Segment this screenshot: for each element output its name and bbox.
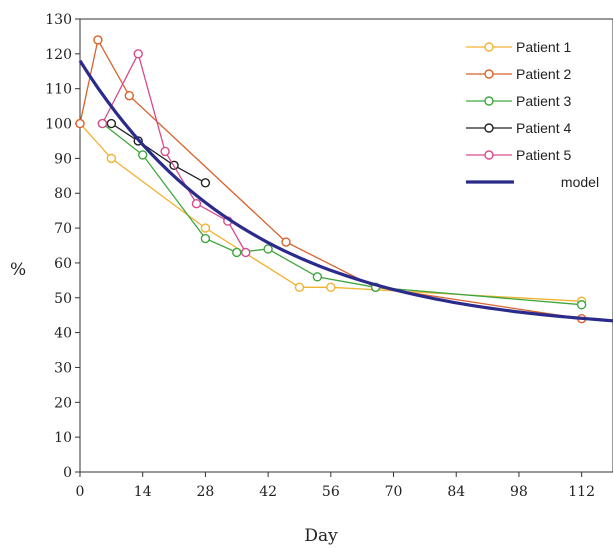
y-tick-label: 10 <box>54 430 72 446</box>
patient-3-point <box>576 300 587 310</box>
legend-item-patient-4: Patient 4 <box>466 120 571 136</box>
y-tick-label: 40 <box>54 326 72 342</box>
x-tick-label: 56 <box>322 484 340 500</box>
patient-3-point <box>232 247 242 258</box>
legend-marker <box>484 69 494 79</box>
legend-item-patient-5: Patient 5 <box>466 147 571 163</box>
legend-item-patient-2: Patient 2 <box>466 66 571 82</box>
patient-3-point <box>312 272 323 282</box>
patient-3-line <box>102 122 582 306</box>
series-layer <box>75 35 613 324</box>
patient-4-point <box>200 178 211 188</box>
patient-5-point <box>241 247 251 258</box>
axes: 0 10 20 30 40 50 60 70 80 90 100 110 120 130 0 14 28 42 56… <box>45 12 595 500</box>
patient-1-point <box>200 223 211 233</box>
plot-frame <box>79 18 613 473</box>
x-tick-label: 42 <box>259 484 277 500</box>
patient-5-point <box>133 49 143 59</box>
legend-label: Patient 1 <box>516 39 571 55</box>
legend-marker <box>484 42 494 52</box>
patient-2-point <box>75 118 85 129</box>
patient-5-line <box>101 52 247 253</box>
patient-2-point <box>281 237 291 247</box>
x-axis-label: Day <box>304 526 338 546</box>
y-tick-label: 90 <box>54 151 72 167</box>
legend-item-patient-1: Patient 1 <box>466 39 571 55</box>
patient-2-point <box>124 90 134 101</box>
patient-3-point <box>138 150 148 160</box>
patient-1-point <box>106 153 117 164</box>
patient-4-point <box>106 118 117 129</box>
legend-label: model <box>561 174 599 190</box>
x-tick-label: 70 <box>385 484 403 500</box>
model-curve <box>78 59 613 323</box>
legend-label: Patient 2 <box>516 66 571 82</box>
y-tick-label: 60 <box>54 256 72 272</box>
y-tick-label: 110 <box>45 82 72 98</box>
patient-4-line <box>111 122 206 184</box>
x-tick-label: 112 <box>568 484 595 500</box>
y-tick-label: 100 <box>45 117 72 133</box>
y-tick-label: 130 <box>45 12 72 28</box>
legend: Patient 1 Patient 2 Patient 3 Patient 4 Pati… <box>466 39 599 190</box>
x-tick-label: 14 <box>134 484 152 500</box>
patient-5-point <box>97 118 108 129</box>
x-tick-label: 98 <box>510 484 528 500</box>
legend-item-patient-3: Patient 3 <box>466 93 571 109</box>
x-tick-label: 0 <box>76 484 85 500</box>
patient-5-point <box>191 198 202 209</box>
patient-1-point <box>294 282 305 293</box>
legend-item-model: model <box>466 174 599 190</box>
legend-marker <box>484 123 494 133</box>
y-axis-label: % <box>10 260 26 280</box>
y-tick-label: 50 <box>54 291 72 307</box>
patient-3-point <box>263 244 273 254</box>
y-tick-label: 120 <box>45 47 72 63</box>
series-model <box>78 59 613 323</box>
legend-marker <box>484 150 494 160</box>
y-tick-label: 80 <box>54 186 72 202</box>
legend-label: Patient 3 <box>516 93 571 109</box>
y-tick-label: 30 <box>54 360 72 376</box>
patient-3-point <box>200 233 211 244</box>
patient-1-point <box>326 282 336 293</box>
x-tick-label: 84 <box>447 484 465 500</box>
patient-2-point <box>93 35 103 45</box>
y-tick-label: 70 <box>54 221 72 237</box>
y-tick-label: 20 <box>54 395 72 411</box>
patient-5-point <box>160 146 170 157</box>
legend-label: Patient 4 <box>516 120 571 136</box>
y-tick-label: 0 <box>63 465 72 481</box>
legend-label: Patient 5 <box>516 147 571 163</box>
plot-area <box>79 18 613 473</box>
x-tick-label: 28 <box>196 484 214 500</box>
legend-marker <box>484 96 494 106</box>
